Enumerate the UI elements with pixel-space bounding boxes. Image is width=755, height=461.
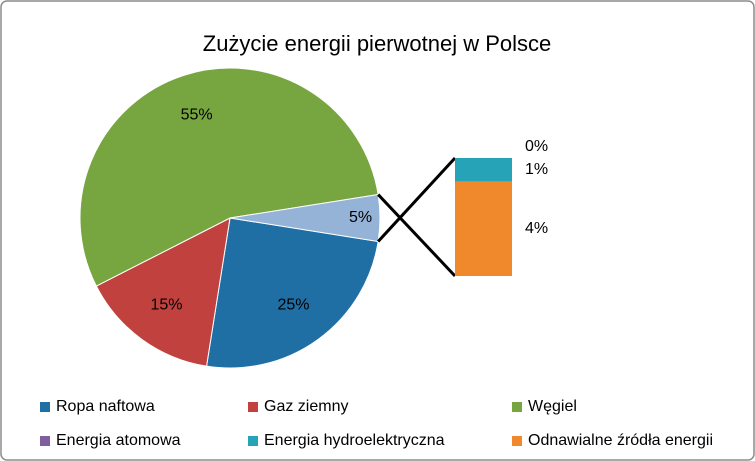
legend-label: Energia atomowa bbox=[56, 432, 181, 449]
bar-segment bbox=[455, 181, 512, 276]
slice-label: 15% bbox=[151, 297, 183, 314]
legend-label: Ropa naftowa bbox=[56, 398, 155, 415]
legend-label: Energia hydroelektryczna bbox=[264, 432, 445, 449]
connector bbox=[377, 156, 457, 243]
slice-label: 25% bbox=[277, 297, 309, 314]
legend-swatch bbox=[248, 436, 258, 446]
legend-swatch bbox=[40, 402, 50, 412]
bar-segment bbox=[455, 158, 512, 182]
legend-swatch bbox=[512, 436, 522, 446]
legend-label: Węgiel bbox=[528, 398, 577, 415]
legend-swatch bbox=[512, 402, 522, 412]
bar-label: 4% bbox=[525, 220, 548, 237]
pie-slice bbox=[79, 67, 379, 287]
legend-swatch bbox=[40, 436, 50, 446]
pie-slice bbox=[95, 217, 231, 367]
chart-title: Zużycie energii pierwotnej w Polsce bbox=[203, 31, 552, 56]
slice-label: 55% bbox=[181, 107, 213, 124]
slice-label: 5% bbox=[349, 209, 372, 226]
pie-slice bbox=[205, 217, 379, 369]
legend-label: Odnawialne źródła energii bbox=[528, 432, 713, 449]
bar-label: 1% bbox=[525, 161, 548, 178]
legend-swatch bbox=[248, 402, 258, 412]
bar-label: 0% bbox=[525, 138, 548, 155]
legend-label: Gaz ziemny bbox=[264, 398, 348, 415]
connector bbox=[377, 193, 457, 278]
